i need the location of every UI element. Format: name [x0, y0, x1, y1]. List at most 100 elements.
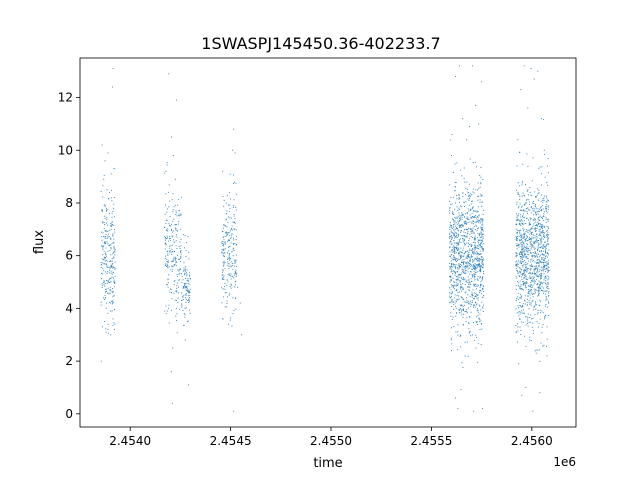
data-point	[517, 266, 519, 268]
data-point	[454, 250, 456, 252]
data-point	[471, 250, 473, 252]
data-point	[223, 248, 225, 250]
data-point	[481, 81, 483, 83]
data-point	[531, 280, 533, 282]
data-point	[521, 288, 523, 290]
data-point	[456, 279, 458, 281]
data-point	[543, 264, 545, 266]
data-point	[474, 279, 476, 281]
data-point	[478, 266, 480, 268]
data-point	[112, 253, 114, 255]
data-point	[449, 200, 451, 202]
data-point	[526, 153, 528, 155]
data-point	[105, 283, 107, 285]
data-point	[182, 309, 184, 311]
data-point	[168, 322, 170, 324]
data-point	[528, 238, 530, 240]
data-point	[521, 258, 523, 260]
data-point	[523, 250, 525, 252]
data-point	[458, 243, 460, 245]
data-point	[531, 238, 533, 240]
data-point	[547, 239, 549, 241]
data-point	[100, 266, 102, 268]
data-point	[515, 285, 517, 287]
data-point	[224, 224, 226, 226]
data-point	[113, 301, 115, 303]
data-point	[457, 324, 459, 326]
data-point	[545, 290, 547, 292]
data-point	[541, 332, 543, 334]
data-point	[520, 209, 522, 211]
data-point	[526, 270, 528, 272]
data-point	[233, 274, 235, 276]
data-point	[460, 230, 462, 232]
data-point	[111, 273, 113, 275]
data-point	[546, 265, 548, 267]
data-point	[541, 282, 543, 284]
data-point	[171, 298, 173, 300]
data-point	[527, 318, 529, 320]
data-point	[457, 334, 459, 336]
data-point	[475, 288, 477, 290]
data-point	[185, 295, 187, 297]
data-point	[474, 265, 476, 267]
data-point	[545, 248, 547, 250]
data-point	[471, 268, 473, 270]
data-point	[516, 265, 518, 267]
data-point	[472, 293, 474, 295]
data-point	[109, 302, 111, 304]
data-point	[530, 321, 532, 323]
data-point	[452, 211, 454, 213]
data-point	[109, 237, 111, 239]
data-point	[103, 227, 105, 229]
data-point	[106, 210, 108, 212]
data-point	[165, 193, 167, 195]
data-point	[224, 241, 226, 243]
data-point	[179, 213, 181, 215]
data-point	[108, 236, 110, 238]
data-point	[453, 233, 455, 235]
data-point	[524, 250, 526, 252]
data-point	[520, 219, 522, 221]
data-point	[528, 300, 530, 302]
data-point	[526, 198, 528, 200]
data-point	[223, 199, 225, 201]
data-point	[537, 213, 539, 215]
data-point	[455, 305, 457, 307]
data-point	[533, 245, 535, 247]
data-point	[475, 225, 477, 227]
data-point	[453, 220, 455, 222]
data-point	[476, 254, 478, 256]
data-point	[477, 245, 479, 247]
data-point	[228, 265, 230, 267]
data-point	[515, 331, 517, 333]
data-point	[540, 266, 542, 268]
data-point	[545, 245, 547, 247]
data-point	[532, 280, 534, 282]
data-point	[100, 360, 102, 362]
data-point	[105, 254, 107, 256]
data-point	[173, 292, 175, 294]
data-point	[462, 308, 464, 310]
data-point	[517, 307, 519, 309]
data-point	[223, 275, 225, 277]
data-point	[180, 251, 182, 253]
data-point	[460, 224, 462, 226]
data-point	[230, 266, 232, 268]
data-point	[223, 243, 225, 245]
data-point	[532, 332, 534, 334]
data-point	[114, 323, 116, 325]
data-point	[517, 273, 519, 275]
data-point	[534, 274, 536, 276]
data-point	[465, 266, 467, 268]
data-point	[531, 301, 533, 303]
data-point	[547, 283, 549, 285]
data-point	[535, 207, 537, 209]
data-point	[469, 214, 471, 216]
data-point	[468, 227, 470, 229]
data-point	[233, 277, 235, 279]
data-point	[103, 270, 105, 272]
data-point	[464, 235, 466, 237]
data-point	[453, 271, 455, 273]
data-point	[524, 253, 526, 255]
